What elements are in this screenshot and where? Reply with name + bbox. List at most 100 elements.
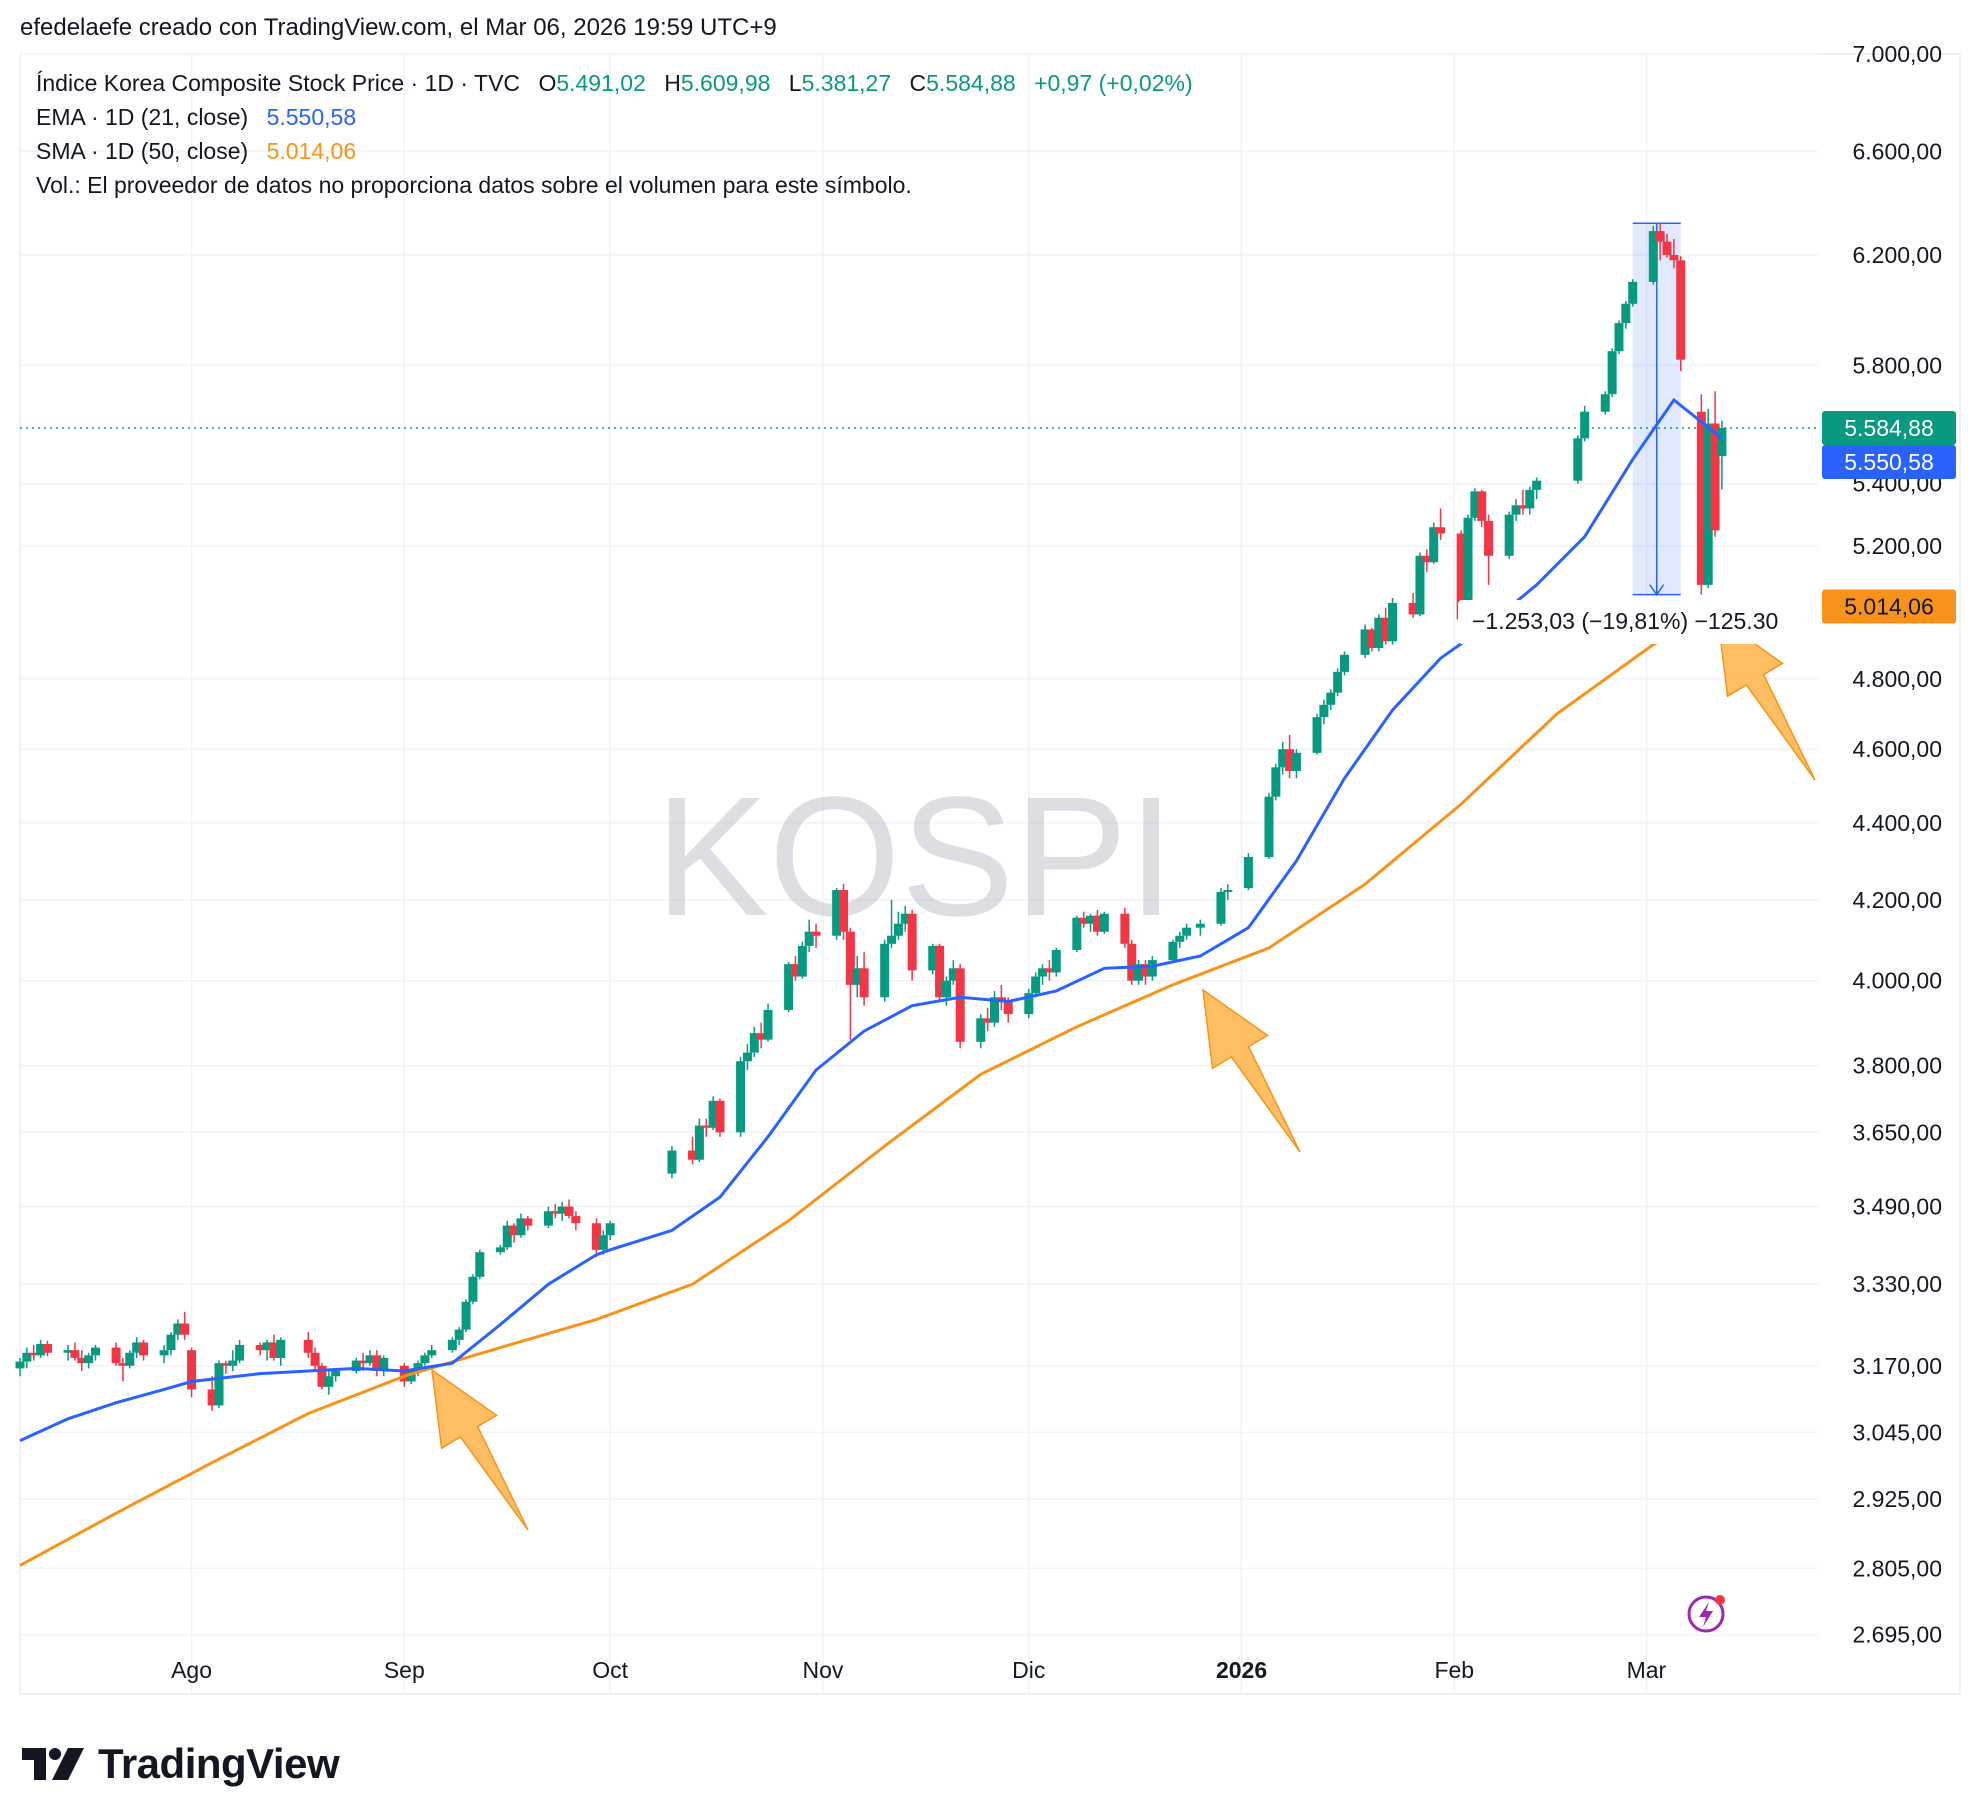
tradingview-brand[interactable]: TradingView <box>22 1740 340 1788</box>
candle-body <box>1655 231 1665 242</box>
ema-line[interactable] <box>19 397 1723 1442</box>
candle-body <box>262 1342 272 1351</box>
tradingview-logo-icon <box>22 1748 84 1780</box>
annotation-arrow <box>431 1368 529 1531</box>
time-tick-label: Feb <box>1434 1657 1474 1683</box>
legend-close-label: C <box>909 70 927 96</box>
measure-tool[interactable] <box>1632 222 1681 596</box>
candles[interactable] <box>15 223 1727 1411</box>
candle-body <box>1470 491 1480 518</box>
lightning-icon[interactable] <box>1687 1595 1725 1633</box>
candle-body <box>736 1061 746 1133</box>
grid <box>20 53 1818 1694</box>
candle-body <box>63 1350 73 1353</box>
legend-open-value: 5.491,02 <box>556 70 646 96</box>
candle-body <box>749 1033 759 1053</box>
candle-body <box>1614 323 1624 352</box>
candle-body <box>1243 857 1253 889</box>
candle-body <box>331 1370 341 1377</box>
candle-body <box>928 945 938 971</box>
candle-body <box>989 997 999 1023</box>
candle-body <box>372 1355 382 1371</box>
candle-body <box>859 968 869 998</box>
candle-body <box>887 935 897 944</box>
candle-body <box>77 1357 87 1364</box>
candle-body <box>1127 943 1137 981</box>
candle-body <box>983 1018 993 1023</box>
legend-close-value: 5.584,88 <box>926 70 1016 96</box>
sma-line[interactable] <box>19 605 1723 1567</box>
candle-body <box>742 1052 752 1062</box>
candle-body <box>228 1360 238 1366</box>
candle-body <box>15 1361 25 1369</box>
candle-body <box>420 1355 430 1364</box>
candle-body <box>550 1211 560 1214</box>
candle-body <box>324 1376 334 1387</box>
price-tick-label: 3.170,00 <box>1852 1353 1942 1379</box>
candle-body <box>303 1339 313 1353</box>
legend-low-value: 5.381,27 <box>801 70 892 96</box>
price-label-close-text: 5.584,88 <box>1844 415 1934 441</box>
price-tick-label: 4.400,00 <box>1852 810 1942 836</box>
legend-sma[interactable]: SMA · 1D (50, close) 5.014,06 <box>36 138 356 165</box>
measure-arrow-head <box>1649 584 1665 596</box>
candle-body <box>1079 917 1089 924</box>
candle-body <box>845 931 855 985</box>
candle-body <box>852 968 862 985</box>
candle-body <box>1003 1001 1013 1015</box>
candle-body <box>1367 629 1377 649</box>
candle-body <box>804 931 814 946</box>
price-tick-label: 3.330,00 <box>1852 1271 1942 1297</box>
price-tick-label: 3.800,00 <box>1852 1053 1942 1079</box>
price-tick-label: 5.800,00 <box>1852 352 1942 378</box>
candle-body <box>1504 514 1514 556</box>
candle-body <box>543 1211 553 1226</box>
time-tick-label: Sep <box>384 1657 425 1683</box>
candle-body <box>605 1223 615 1236</box>
candle-body <box>475 1252 485 1277</box>
candle-body <box>413 1363 423 1371</box>
price-axis[interactable]: 7.000,006.600,006.200,005.800,005.400,00… <box>1852 41 1942 1648</box>
candle-body <box>564 1206 574 1217</box>
candle-body <box>1532 480 1542 490</box>
candle-body <box>784 964 794 1010</box>
candle-body <box>1600 394 1610 412</box>
legend-sma-label: SMA · 1D (50, close) <box>36 138 249 164</box>
candle-body <box>351 1360 361 1371</box>
legend-ema-value: 5.550,58 <box>266 104 357 130</box>
candle-body <box>1477 491 1487 521</box>
candle-body <box>811 931 821 936</box>
candle-body <box>317 1365 327 1387</box>
candle-body <box>180 1323 190 1335</box>
candle-body <box>427 1350 437 1356</box>
candle-body <box>1710 423 1720 531</box>
candle-body <box>1676 260 1686 360</box>
price-tick-label: 2.925,00 <box>1852 1486 1942 1512</box>
candle-body <box>1607 351 1617 395</box>
price-label-sma-text: 5.014,06 <box>1844 594 1934 620</box>
candle-body <box>1024 993 1034 1015</box>
candle-body <box>1038 968 1048 977</box>
candle-body <box>1120 913 1130 944</box>
candle-body <box>1374 617 1384 649</box>
time-axis[interactable]: Ago Sep Oct Nov Dic 2026 Feb Mar <box>171 1657 1666 1683</box>
candle-body <box>1669 254 1679 261</box>
candle-body <box>1621 303 1631 324</box>
candle-body <box>70 1350 80 1358</box>
legend-ohlc[interactable]: Índice Korea Composite Stock Price · 1D … <box>36 70 1193 97</box>
candle-body <box>1339 654 1349 672</box>
price-tick-label: 7.000,00 <box>1852 41 1942 67</box>
candle-body <box>941 980 951 998</box>
candle-body <box>1271 767 1281 797</box>
candle-body <box>1628 281 1638 304</box>
price-tick-label: 4.200,00 <box>1852 887 1942 913</box>
candle-body <box>1044 968 1054 973</box>
candle-body <box>790 964 800 977</box>
candle-body <box>1319 704 1329 718</box>
legend-ema[interactable]: EMA · 1D (21, close) 5.550,58 <box>36 104 356 131</box>
candle-body <box>1333 671 1343 693</box>
annotation-arrows[interactable] <box>431 616 1816 1531</box>
chart-frame <box>19 53 1961 1695</box>
candle-body <box>111 1347 121 1364</box>
